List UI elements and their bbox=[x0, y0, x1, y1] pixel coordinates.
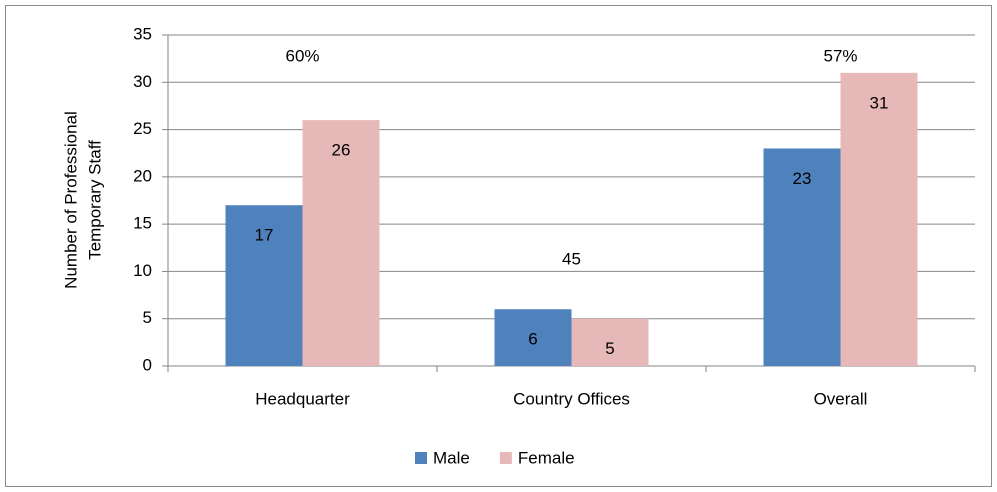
annotation: 60% bbox=[285, 46, 319, 65]
bar bbox=[494, 309, 572, 366]
annotation: 57% bbox=[823, 46, 857, 65]
y-tick-label: 15 bbox=[133, 214, 152, 233]
data-label: 31 bbox=[870, 93, 889, 112]
y-axis-label: Temporary Staff bbox=[85, 140, 104, 260]
y-tick-label: 0 bbox=[143, 355, 152, 374]
data-label: 6 bbox=[528, 330, 537, 349]
bar bbox=[840, 72, 918, 366]
data-label: 26 bbox=[332, 141, 351, 160]
x-tick-label: Overall bbox=[814, 389, 868, 408]
x-tick-label: Country Offices bbox=[513, 389, 630, 408]
annotation: 45 bbox=[562, 249, 581, 268]
y-tick-label: 35 bbox=[133, 24, 152, 43]
legend-swatch bbox=[499, 452, 512, 464]
y-tick-label: 10 bbox=[133, 261, 152, 280]
data-label: 5 bbox=[605, 339, 614, 358]
bar bbox=[571, 318, 649, 366]
legend-label: Female bbox=[518, 448, 575, 467]
bar bbox=[225, 205, 303, 366]
y-axis-label: Number of Professional bbox=[61, 111, 80, 289]
legend-swatch bbox=[415, 452, 427, 464]
y-tick-label: 5 bbox=[143, 308, 152, 327]
data-label: 17 bbox=[255, 226, 274, 245]
data-label: 23 bbox=[793, 169, 812, 188]
y-tick-label: 25 bbox=[133, 119, 152, 138]
bar bbox=[302, 120, 380, 366]
legend-label: Male bbox=[433, 448, 470, 467]
y-tick-label: 30 bbox=[133, 72, 152, 91]
y-tick-label: 20 bbox=[133, 166, 152, 185]
bar bbox=[763, 148, 841, 366]
x-tick-label: Headquarter bbox=[255, 389, 350, 408]
